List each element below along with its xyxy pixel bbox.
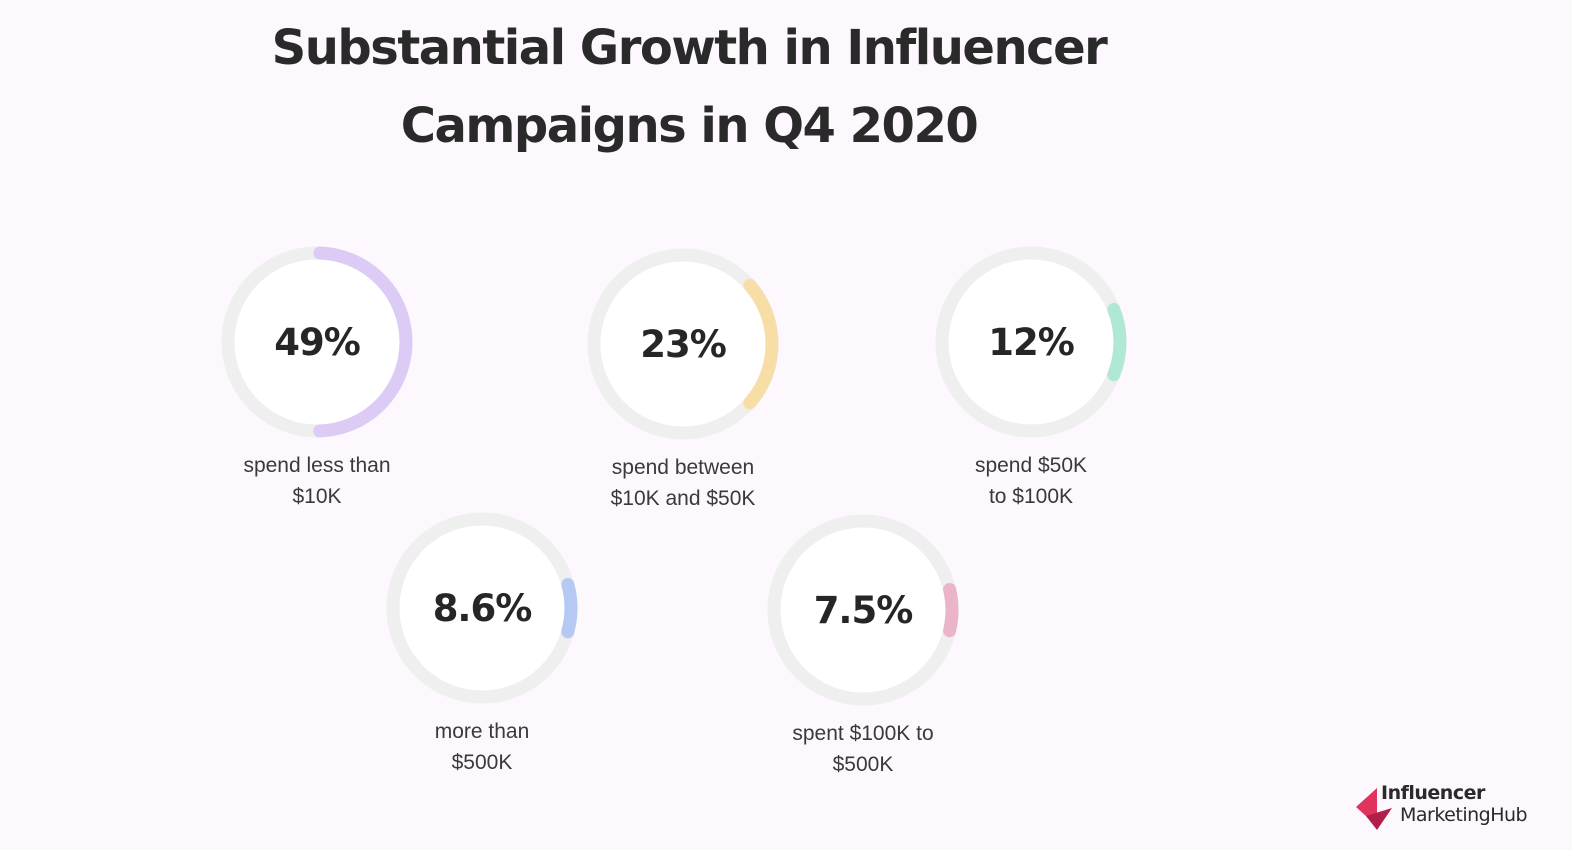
stat-label-line: spend $50K (974, 454, 1088, 477)
donut-ring (221, 246, 413, 438)
stat-label-line: spend less than (243, 454, 391, 477)
brand-name-line-2: MarketingHub (1400, 804, 1528, 826)
stat-value: 7.5% (813, 588, 914, 632)
stat-label: spent $100K to $500K (753, 718, 973, 780)
stat-label: spend between $10K and $50K (573, 452, 793, 514)
stat-label-line: spend between (611, 456, 755, 479)
stat-card: 12% spend $50K to $100K (921, 242, 1141, 517)
stat-label-line: to $100K (988, 485, 1074, 508)
stat-label: spend $50K to $100K (921, 450, 1141, 512)
donut-arc (386, 512, 578, 704)
brand-name-line-1: Influencer (1381, 782, 1485, 804)
donut-arc (587, 248, 779, 440)
stat-label-line: $10K and $50K (610, 487, 756, 510)
stat-label-line: more than (434, 720, 530, 743)
donut-arc (221, 246, 413, 438)
donut-ring (587, 248, 779, 440)
brand-mark-shape (1366, 808, 1392, 830)
stat-value: 12% (988, 320, 1075, 364)
stat-value: 8.6% (432, 586, 533, 630)
donut-ring (935, 246, 1127, 438)
chart-title-line-2: Campaigns in Q4 2020 (400, 98, 979, 154)
stat-label-line: $500K (451, 751, 513, 774)
brand-logo: Influencer MarketingHub (1356, 782, 1556, 832)
stat-label-line: $500K (832, 753, 894, 776)
stat-card: 23% spend between $10K and $50K (573, 244, 793, 519)
donut-ring (767, 514, 959, 706)
chart-title-line-1: Substantial Growth in Influencer (271, 20, 1108, 76)
donut-arc (767, 514, 959, 706)
stat-value: 23% (640, 322, 727, 366)
donut-ring (386, 512, 578, 704)
stat-card: 7.5% spent $100K to $500K (753, 510, 973, 785)
stat-label-line: $10K (292, 485, 342, 508)
stat-value: 49% (274, 320, 361, 364)
stat-card: 49% spend less than $10K (207, 242, 427, 517)
donut-arc (935, 246, 1127, 438)
brand-mark-icon (1356, 788, 1392, 830)
stat-label: spend less than $10K (207, 450, 427, 512)
stat-label-line: spent $100K to (792, 722, 934, 745)
stat-card: 8.6% more than $500K (372, 508, 592, 783)
stat-label: more than $500K (372, 716, 592, 778)
